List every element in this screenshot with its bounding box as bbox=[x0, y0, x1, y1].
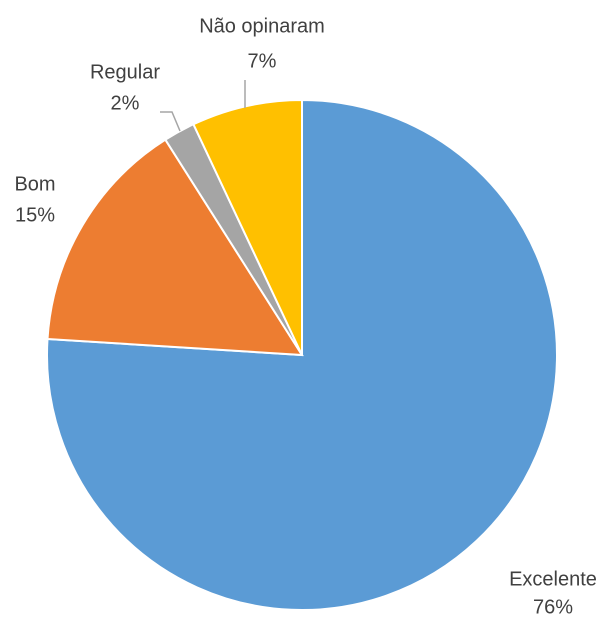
value-label: 76% bbox=[533, 596, 573, 618]
category-label: Bom bbox=[14, 173, 55, 195]
pie-slice bbox=[192, 98, 303, 356]
category-label: Regular bbox=[90, 61, 160, 83]
category-label: Não opinaram bbox=[199, 15, 325, 37]
category-label: Excelente bbox=[509, 568, 597, 590]
value-label: 2% bbox=[111, 92, 140, 114]
pie-slice bbox=[46, 138, 304, 357]
value-label: 15% bbox=[15, 204, 55, 226]
pie-slice bbox=[46, 98, 558, 611]
value-label: 7% bbox=[248, 50, 277, 72]
leader-line bbox=[160, 111, 181, 132]
